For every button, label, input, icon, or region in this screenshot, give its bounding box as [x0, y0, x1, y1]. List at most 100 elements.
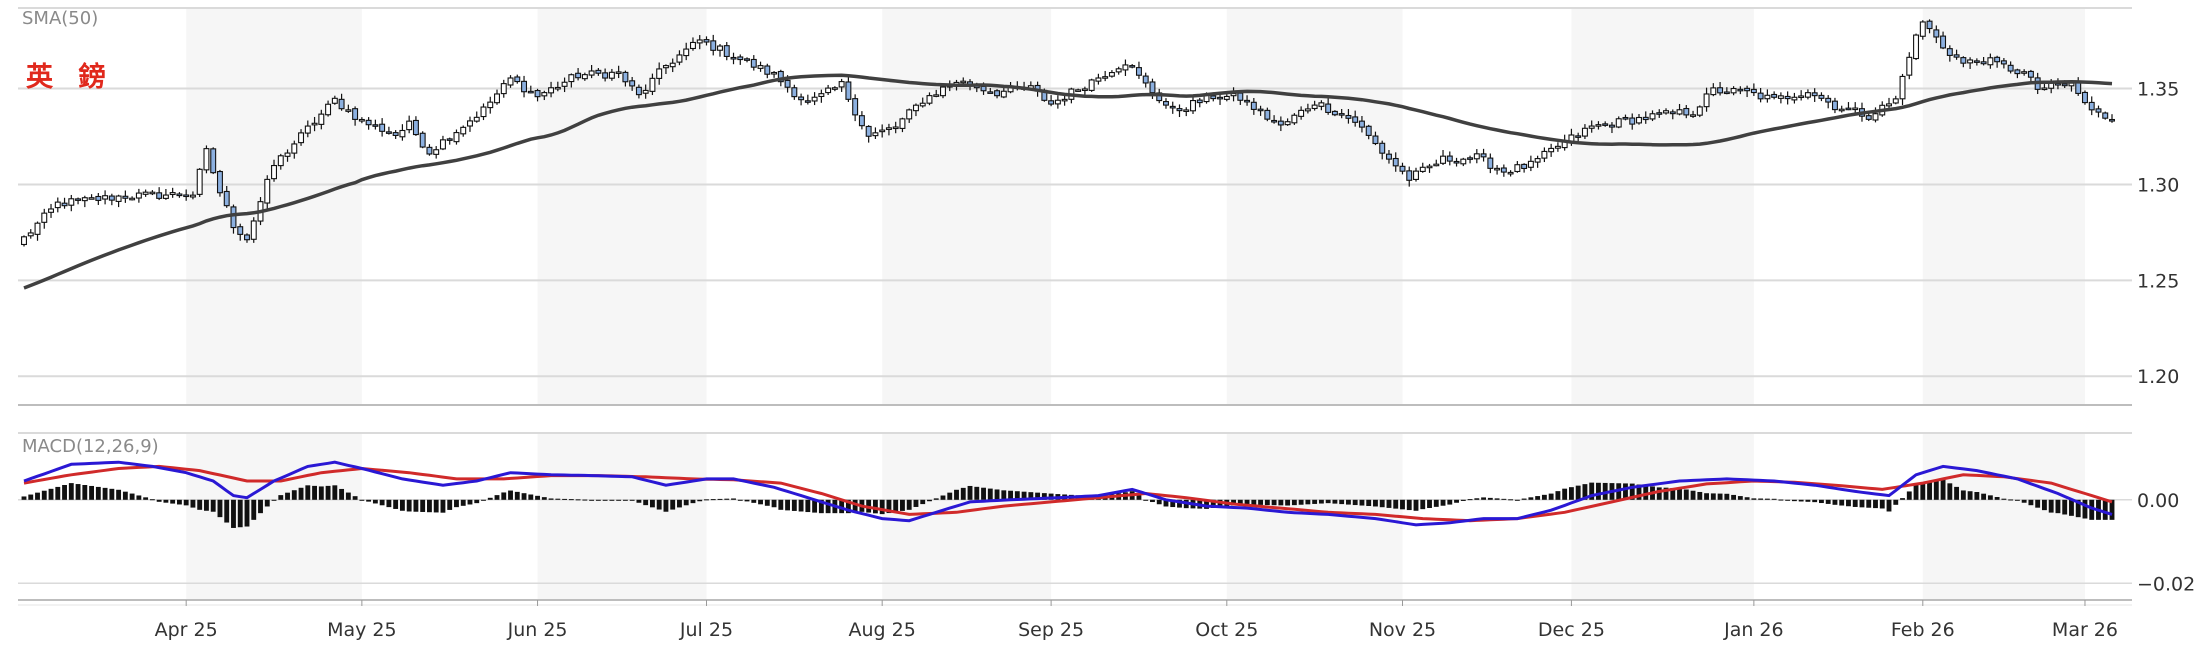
histogram-bar [555, 498, 561, 500]
candle-body [325, 103, 332, 116]
candle-body [987, 91, 994, 94]
histogram-bar [231, 499, 236, 528]
histogram-bar [1825, 499, 1831, 504]
candle-body [1541, 150, 1548, 159]
histogram-bar [1697, 491, 1703, 500]
candle-body [1811, 92, 1818, 97]
candle-body [2102, 112, 2109, 119]
histogram-bar [1494, 498, 1500, 500]
candle-body [1176, 108, 1183, 112]
histogram-bar [1737, 496, 1743, 500]
candle-body [345, 109, 352, 112]
candle-body [1987, 57, 1994, 66]
candle-body [2021, 71, 2028, 74]
histogram-bar [622, 499, 628, 501]
histogram-bar [1886, 499, 1892, 512]
histogram-bar [1035, 492, 1041, 500]
histogram-bar [122, 491, 128, 500]
histogram-bar [1014, 491, 1020, 500]
histogram-bar [1352, 499, 1358, 506]
candle-body [1379, 142, 1386, 154]
histogram-bar [224, 499, 230, 523]
candle-body [129, 197, 136, 201]
candle-body [906, 109, 913, 120]
histogram-bar [798, 499, 804, 512]
candle-body [494, 93, 500, 104]
histogram-bar [737, 499, 743, 501]
candle-body [622, 71, 629, 83]
candle-body [980, 85, 987, 92]
histogram-bar [447, 499, 453, 510]
histogram-bar [1812, 499, 1818, 503]
candle-body [1831, 100, 1838, 111]
histogram-bar [1798, 499, 1804, 502]
histogram-bar [1271, 499, 1277, 506]
histogram-bar [359, 499, 365, 501]
histogram-bar [1325, 499, 1331, 504]
candle-body [196, 168, 203, 195]
histogram-bar [1427, 499, 1432, 509]
histogram-bar [271, 499, 277, 501]
histogram-bar [1420, 499, 1426, 510]
candle-body [135, 192, 142, 199]
histogram-bar [818, 499, 824, 514]
histogram-bar [805, 499, 811, 513]
histogram-bar [399, 499, 405, 511]
histogram-bar [872, 499, 878, 514]
histogram-bar [2062, 499, 2068, 515]
candle-body [865, 125, 872, 137]
histogram-bar [1623, 483, 1628, 500]
candle-body [730, 56, 737, 60]
histogram-bar [886, 499, 892, 514]
candle-body [1554, 145, 1561, 149]
candle-body [1081, 88, 1088, 92]
candle-body [635, 86, 642, 96]
candle-body [649, 77, 656, 92]
month-band [882, 8, 1052, 405]
histogram-bar [163, 499, 169, 503]
candle-body [1284, 121, 1291, 126]
candle-body [811, 96, 818, 102]
histogram-bar [89, 485, 95, 500]
candle-body [757, 65, 764, 69]
candle-body [1088, 79, 1095, 91]
histogram-bar [1535, 496, 1541, 500]
candle-body [2041, 87, 2048, 91]
histogram-bar [778, 499, 784, 510]
histogram-bar [1582, 484, 1588, 500]
histogram-bar [2028, 499, 2034, 506]
candle-body [1413, 170, 1419, 180]
x-tick-label: Jun 25 [507, 619, 568, 641]
candle-body [1798, 95, 1805, 99]
candle-body [81, 197, 88, 202]
histogram-bar [764, 499, 770, 506]
candle-body [1494, 167, 1501, 171]
histogram-bar [332, 485, 338, 500]
candle-body [54, 201, 61, 209]
histogram-bar [1954, 486, 1960, 500]
histogram-bar [1447, 499, 1453, 505]
histogram-bar [1859, 499, 1865, 508]
candle-body [1135, 67, 1142, 76]
histogram-bar [1994, 497, 2000, 500]
candle-body [1757, 92, 1764, 100]
candle-body [500, 83, 507, 95]
histogram-bar [1528, 497, 1534, 500]
candle-body [1392, 157, 1399, 167]
histogram-bar [940, 495, 946, 500]
candle-body [933, 94, 940, 97]
candle-body [825, 87, 832, 94]
candle-body [149, 191, 156, 195]
candle-body [1649, 113, 1656, 120]
candle-body [318, 113, 325, 125]
candle-body [412, 119, 419, 136]
candle-body [61, 202, 68, 207]
candle-body [1913, 34, 1920, 60]
y-tick-label: 1.35 [2137, 79, 2179, 101]
histogram-bar [1670, 487, 1676, 500]
histogram-bar [1589, 482, 1595, 500]
histogram-bar [1852, 499, 1858, 507]
candle-body [1075, 89, 1082, 92]
candle-body [507, 77, 514, 86]
candle-body [845, 81, 852, 100]
